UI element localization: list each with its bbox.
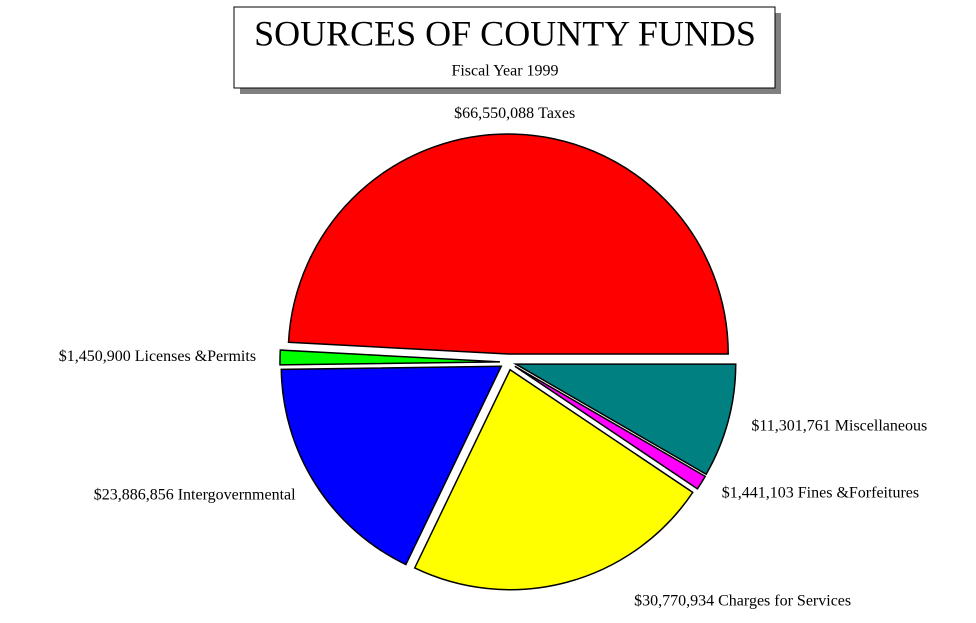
slice-value-label: $1,441,103 — [722, 484, 794, 501]
pie-slice — [413, 368, 694, 591]
slice-value-label: $11,301,761 — [751, 417, 830, 434]
chart-title: SOURCES OF COUNTY FUNDS — [254, 13, 756, 53]
slice-category-label: Taxes — [538, 105, 575, 122]
slice-label: $1,441,103 Fines &Forfeitures — [722, 484, 919, 501]
slice-category-label: Charges for Services — [718, 592, 851, 609]
slice-label: $30,770,934 Charges for Services — [634, 592, 851, 609]
slice-category-label: Miscellaneous — [835, 417, 927, 434]
pie-slice — [287, 133, 729, 355]
slice-label: $1,450,900 Licenses &Permits — [59, 348, 256, 365]
slice-value-label: $23,886,856 — [94, 486, 174, 503]
slice-value-label: $66,550,088 — [454, 105, 534, 122]
slice-category-label: Intergovernmental — [178, 486, 296, 503]
slice-label: $11,301,761 Miscellaneous — [751, 417, 927, 434]
title-box — [233, 6, 776, 89]
slice-category-label: Fines &Forfeitures — [798, 484, 919, 501]
slice-label: $66,550,088 Taxes — [454, 105, 575, 122]
chart-subtitle: Fiscal Year 1999 — [451, 63, 558, 80]
pie-slice — [512, 363, 737, 476]
pie-slice — [279, 349, 501, 366]
pie-slice — [514, 365, 707, 490]
slice-category-label: Licenses &Permits — [135, 348, 256, 365]
pie-slice — [280, 365, 503, 566]
slice-value-label: $1,450,900 — [59, 348, 131, 365]
slice-value-label: $30,770,934 — [634, 592, 714, 609]
slice-label: $23,886,856 Intergovernmental — [94, 486, 296, 503]
